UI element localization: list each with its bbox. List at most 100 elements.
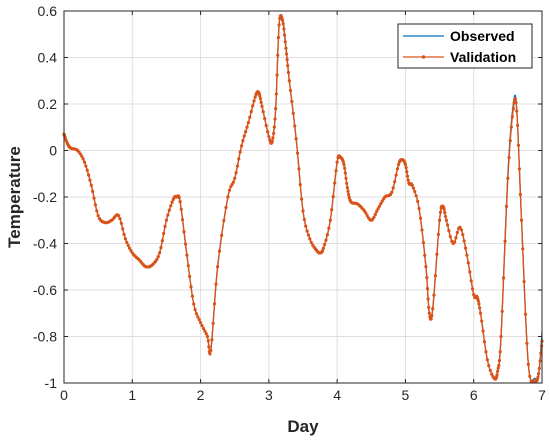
data-point [182, 230, 186, 234]
data-point [379, 202, 383, 206]
data-point [334, 169, 338, 173]
data-point [427, 305, 431, 310]
data-point [126, 243, 130, 248]
data-point [485, 358, 489, 362]
data-point [180, 218, 185, 222]
data-point [494, 375, 499, 379]
data-point [436, 232, 440, 237]
data-point [423, 253, 427, 257]
data-point [162, 231, 166, 236]
data-point [425, 276, 429, 280]
data-point [443, 214, 448, 219]
legend-label-validation: Validation [450, 49, 516, 65]
data-point [463, 246, 468, 250]
data-point [258, 94, 262, 98]
data-point [290, 99, 294, 104]
data-point [395, 167, 400, 171]
data-point [224, 205, 228, 210]
data-point [410, 183, 414, 187]
data-point [276, 35, 281, 40]
data-point [426, 297, 430, 301]
data-point [305, 229, 309, 233]
data-point [365, 213, 369, 218]
data-point [328, 218, 332, 222]
data-point [270, 139, 274, 143]
data-point [300, 197, 304, 201]
y-tick-label: 0.6 [38, 3, 58, 19]
data-point [244, 130, 248, 134]
data-point [266, 130, 270, 134]
data-point [197, 318, 201, 322]
data-point [167, 208, 171, 212]
data-point [487, 364, 491, 368]
data-point [252, 99, 256, 103]
data-point [81, 157, 85, 161]
data-point [234, 171, 238, 175]
data-point [342, 162, 346, 167]
data-point [506, 176, 510, 180]
data-point [403, 162, 408, 167]
data-point [283, 40, 287, 44]
data-point [488, 368, 492, 373]
data-point [321, 246, 326, 250]
data-point [169, 204, 173, 208]
data-point [416, 199, 420, 204]
data-point [216, 265, 220, 269]
data-point [345, 181, 349, 185]
data-point [482, 340, 487, 344]
data-point [258, 97, 263, 101]
data-point [466, 261, 470, 265]
data-point [121, 227, 125, 231]
tick-labels: 0 1 2 3 4 5 6 7 -1 -0.8 -0.6 -0.4 -0.2 0 0.2 0.4 0.6 [33, 3, 546, 403]
data-point [248, 115, 252, 119]
data-point [84, 164, 88, 168]
data-point [284, 46, 288, 50]
data-point [160, 239, 164, 243]
data-point [95, 209, 99, 213]
data-point [465, 253, 469, 257]
y-axis-label: Temperature [5, 146, 24, 248]
data-point [249, 109, 253, 114]
data-point [86, 173, 91, 177]
data-point [511, 107, 515, 111]
data-point [375, 209, 379, 213]
data-point [376, 207, 380, 211]
data-point [177, 195, 181, 200]
data-point [89, 183, 93, 187]
data-point [345, 186, 349, 190]
data-point [497, 359, 502, 363]
data-point [93, 203, 98, 207]
data-point [286, 70, 291, 75]
data-point [507, 156, 511, 160]
data-point [273, 117, 277, 121]
data-point [302, 218, 306, 222]
x-tick-label: 3 [265, 387, 273, 403]
data-point [231, 180, 235, 184]
data-point [189, 285, 193, 289]
data-point [481, 329, 485, 333]
data-point [525, 341, 529, 345]
data-point [444, 218, 448, 222]
data-point [418, 216, 423, 220]
data-point [242, 134, 246, 138]
data-point [125, 240, 129, 244]
data-point [335, 160, 339, 164]
data-point [391, 186, 395, 190]
data-point [435, 252, 439, 256]
data-point [514, 100, 518, 105]
data-point [259, 100, 263, 104]
data-point [170, 200, 174, 204]
data-point [333, 181, 337, 185]
data-point [344, 176, 348, 180]
data-point [158, 251, 162, 255]
data-point [206, 339, 210, 343]
data-point [155, 257, 159, 261]
data-point [448, 235, 452, 239]
x-tick-label: 1 [128, 387, 136, 403]
data-point [394, 173, 398, 177]
data-point [239, 144, 244, 148]
data-point [91, 189, 95, 193]
data-point [430, 314, 434, 318]
data-point [325, 233, 330, 237]
data-point [276, 53, 280, 57]
